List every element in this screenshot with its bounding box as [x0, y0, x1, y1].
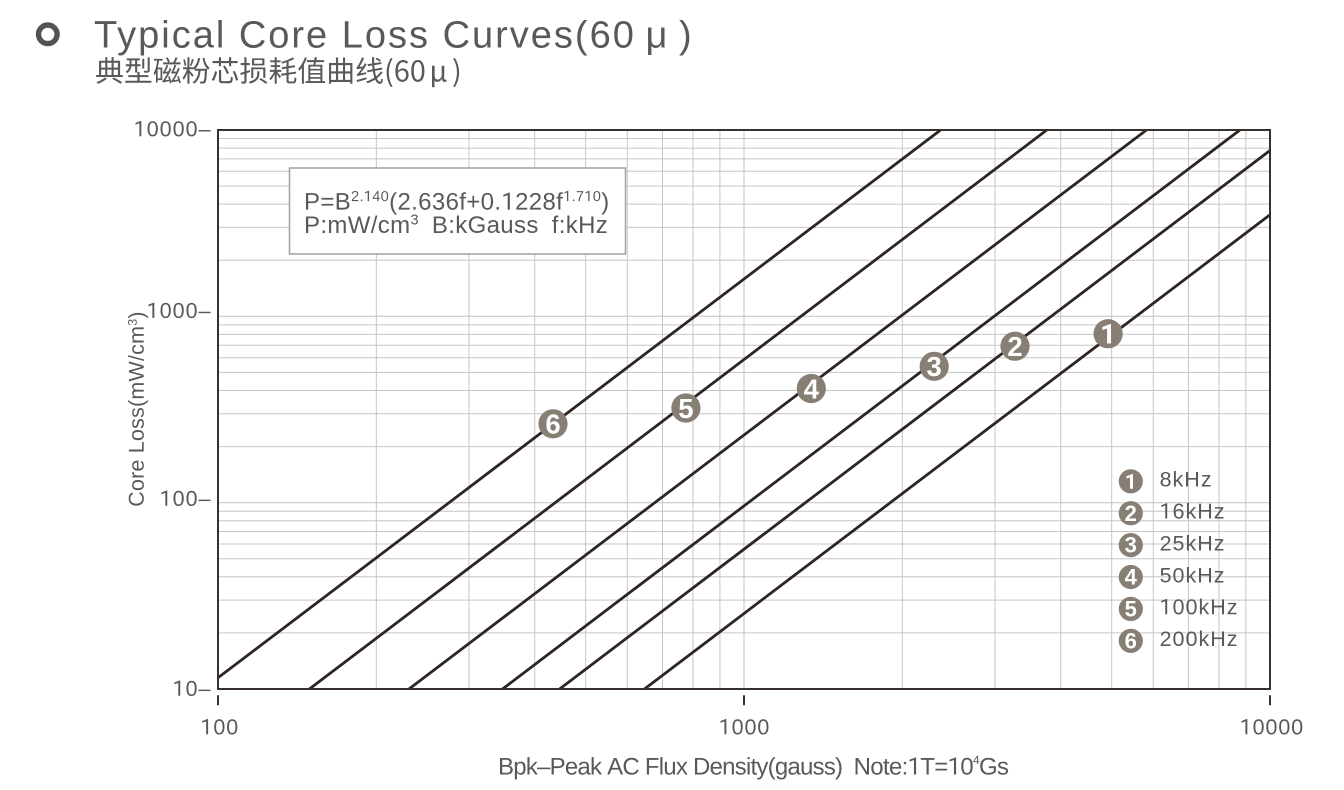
svg-text:25kHz: 25kHz — [1160, 531, 1226, 555]
svg-text:6: 6 — [1125, 628, 1137, 653]
svg-text:Typical Core Loss Curves(60 μ: Typical Core Loss Curves(60 μ ) — [94, 15, 694, 57]
svg-text:3: 3 — [1125, 533, 1137, 558]
svg-text:5: 5 — [678, 393, 693, 424]
svg-text:200kHz: 200kHz — [1160, 627, 1239, 651]
svg-text:3: 3 — [927, 351, 942, 382]
svg-text:2: 2 — [1125, 501, 1137, 526]
svg-text:5: 5 — [1125, 597, 1137, 622]
svg-text:8kHz: 8kHz — [1160, 468, 1213, 492]
svg-text:4: 4 — [1125, 565, 1138, 590]
svg-text:6: 6 — [545, 409, 560, 440]
svg-text:4: 4 — [804, 373, 820, 404]
svg-text:50kHz: 50kHz — [1160, 563, 1226, 587]
svg-text:2: 2 — [1007, 331, 1022, 362]
